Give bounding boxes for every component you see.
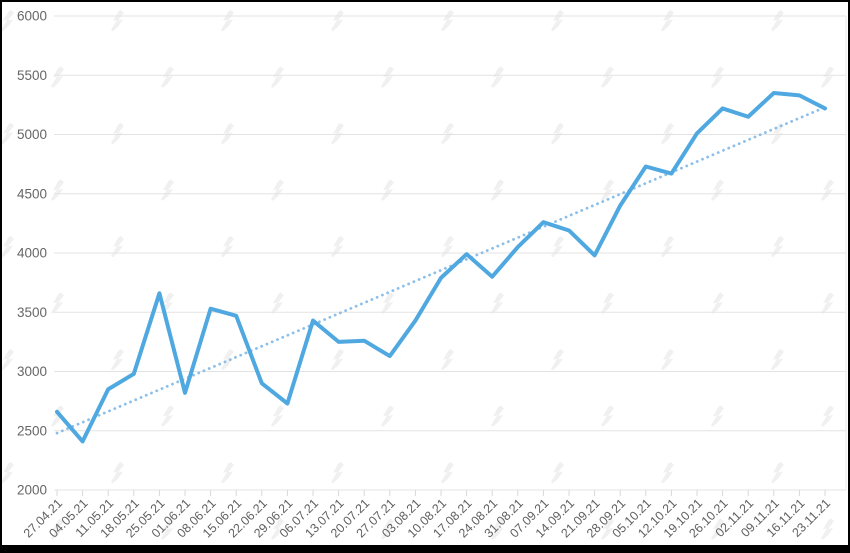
watermark-logo-icon bbox=[551, 349, 564, 371]
watermark-logo-icon bbox=[601, 179, 614, 201]
y-axis-tick-label: 2500 bbox=[17, 423, 47, 438]
watermark-logo-icon bbox=[51, 405, 64, 427]
y-axis-tick-label: 3000 bbox=[17, 364, 47, 379]
watermark-logo-icon bbox=[821, 66, 834, 88]
watermark-logo-icon bbox=[111, 123, 124, 145]
watermark-logo-icon bbox=[331, 10, 344, 32]
y-axis-tick-label: 5000 bbox=[17, 127, 47, 142]
line-chart: 20002500300035004000450050005500600027.0… bbox=[2, 9, 847, 541]
watermark-logo-icon bbox=[441, 236, 454, 258]
watermark-logo-icon bbox=[711, 405, 724, 427]
watermark-logo-icon bbox=[381, 179, 394, 201]
watermark-logo-icon bbox=[821, 518, 834, 540]
watermark-logo-icon bbox=[601, 66, 614, 88]
watermark-logo-icon bbox=[441, 462, 454, 484]
watermark-logo-icon bbox=[221, 349, 234, 371]
watermark-logo-icon bbox=[2, 462, 14, 484]
watermark-logo-icon bbox=[821, 405, 834, 427]
watermark-logo-icon bbox=[601, 518, 614, 540]
watermark-logo-icon bbox=[221, 10, 234, 32]
watermark-logo-icon bbox=[821, 179, 834, 201]
watermark-logo-icon bbox=[551, 236, 564, 258]
watermark-logo-icon bbox=[271, 66, 284, 88]
watermark-logo-icon bbox=[221, 123, 234, 145]
watermark-logo-icon bbox=[771, 10, 784, 32]
y-axis-tick-label: 5500 bbox=[17, 68, 47, 83]
watermark-logo-icon bbox=[381, 518, 394, 540]
watermark-logo-icon bbox=[771, 123, 784, 145]
watermark-logo-icon bbox=[381, 405, 394, 427]
watermark-logo-icon bbox=[661, 10, 674, 32]
watermark-logo-icon bbox=[601, 405, 614, 427]
watermark-logo-icon bbox=[111, 349, 124, 371]
watermark-logo-icon bbox=[711, 66, 724, 88]
watermark-logo-icon bbox=[491, 405, 504, 427]
watermark-logo-icon bbox=[111, 10, 124, 32]
watermark-logo-icon bbox=[271, 292, 284, 314]
data-line bbox=[55, 91, 827, 444]
watermark-logo-icon bbox=[271, 518, 284, 540]
watermark-logo-icon bbox=[111, 236, 124, 258]
watermark-logo-icon bbox=[161, 405, 174, 427]
watermark-logo-icon bbox=[551, 123, 564, 145]
watermark-logo-icon bbox=[51, 66, 64, 88]
watermark-logo-icon bbox=[271, 179, 284, 201]
watermark-logo-icon bbox=[331, 462, 344, 484]
watermark-logo-icon bbox=[771, 349, 784, 371]
watermark-logo-icon bbox=[711, 518, 724, 540]
watermark-logo-icon bbox=[551, 10, 564, 32]
watermark-logo-icon bbox=[661, 349, 674, 371]
watermark-logo-icon bbox=[51, 518, 64, 540]
watermark-logo-icon bbox=[2, 236, 14, 258]
watermark-logo-icon bbox=[51, 179, 64, 201]
watermark-logo-icon bbox=[771, 462, 784, 484]
watermark-logo-icon bbox=[491, 179, 504, 201]
watermark-logo-icon bbox=[661, 123, 674, 145]
y-axis-tick-label: 3500 bbox=[17, 305, 47, 320]
watermark-logo-icon bbox=[2, 10, 14, 32]
watermark-logo-icon bbox=[771, 236, 784, 258]
watermark-logo-icon bbox=[661, 236, 674, 258]
watermark-logo-icon bbox=[111, 462, 124, 484]
watermark-logo-icon bbox=[491, 66, 504, 88]
watermark-logo-icon bbox=[711, 292, 724, 314]
watermark-logo-icon bbox=[441, 349, 454, 371]
watermark-logo-icon bbox=[381, 66, 394, 88]
watermark-logo-icon bbox=[161, 518, 174, 540]
watermark-logo-icon bbox=[2, 349, 14, 371]
watermark-logo-icon bbox=[2, 123, 14, 145]
y-axis-tick-label: 4000 bbox=[17, 246, 47, 261]
watermark-logo-icon bbox=[601, 292, 614, 314]
watermark-logo-icon bbox=[271, 405, 284, 427]
watermark-logo-icon bbox=[331, 349, 344, 371]
y-axis-tick-label: 2000 bbox=[17, 483, 47, 498]
watermark-logo-icon bbox=[221, 236, 234, 258]
watermark-logo-icon bbox=[331, 236, 344, 258]
trend-line bbox=[55, 105, 827, 435]
watermark-logo-icon bbox=[711, 179, 724, 201]
watermark-logo-icon bbox=[51, 292, 64, 314]
watermark-logo-icon bbox=[491, 292, 504, 314]
watermark-logo-icon bbox=[551, 462, 564, 484]
watermark-logo-icon bbox=[661, 462, 674, 484]
watermark-logo-icon bbox=[441, 10, 454, 32]
watermark-logo-icon bbox=[491, 518, 504, 540]
watermark-logo-icon bbox=[381, 292, 394, 314]
watermark-logo-icon bbox=[161, 179, 174, 201]
watermark-logo-icon bbox=[221, 462, 234, 484]
watermark-logo-icon bbox=[821, 292, 834, 314]
watermark-logo-icon bbox=[441, 123, 454, 145]
y-axis-tick-label: 4500 bbox=[17, 186, 47, 201]
watermark-logo-icon bbox=[161, 66, 174, 88]
watermark-logo-icon bbox=[331, 123, 344, 145]
y-axis-tick-label: 6000 bbox=[17, 9, 47, 24]
